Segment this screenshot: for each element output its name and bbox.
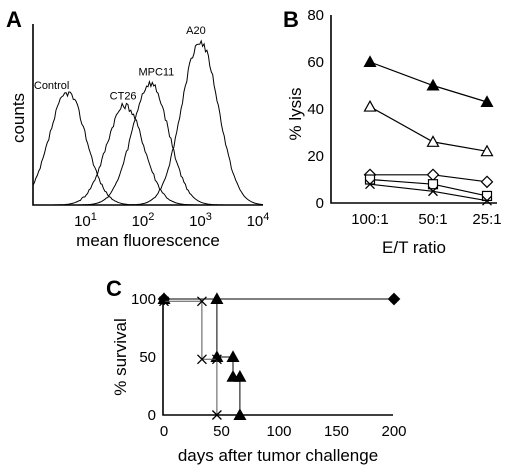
panel-b-point-filled-triangle-0 (363, 55, 377, 68)
panel-b-x-axis-title: E/T ratio (382, 238, 446, 257)
panel-c-point-filled-triangle-6 (233, 408, 247, 420)
panel-b-point-open-square-1 (427, 179, 439, 190)
panel-b-letter: B (283, 7, 299, 32)
panel-b-y-ticks: 0 20 40 60 80 (307, 7, 324, 212)
panel-b-point-filled-triangle-2 (480, 95, 494, 107)
panel-b-point-open-triangle-2 (480, 144, 494, 157)
panel-b-point-open-square-2 (481, 190, 493, 202)
panel-c-point-x-3 (211, 354, 222, 365)
panel-b-point-filled-triangle-1 (426, 78, 440, 91)
panel-b-point-open-triangle-0 (363, 99, 377, 112)
panel-a-axes (32, 24, 263, 206)
panel-b-x-tick-label-0: 100:1 (351, 211, 389, 228)
panel-b-y-tick-label-3: 60 (307, 54, 324, 71)
panel-a-histogram-a20 (33, 39, 264, 206)
panel-b-point-open-diamond-1 (426, 168, 440, 182)
panel-a-x-tick-label-2: 103 (189, 211, 212, 230)
panel-a-series-label-control: Control (34, 80, 69, 92)
panel-c-axes (162, 299, 393, 416)
panel-b-x-ticks: 100:1 50:1 25:1 (351, 211, 501, 228)
panel-b-y-tick-label-1: 20 (307, 148, 324, 165)
panel-b-series-line-filled-triangle (369, 61, 488, 103)
panel-a-y-axis-title: counts (9, 93, 28, 143)
panel-c-x-tick-label-1: 50 (213, 423, 230, 440)
panel-a-x-ticks: 101 102 103 104 (74, 211, 269, 230)
panel-c-point-filled-triangle-3 (226, 350, 240, 362)
panel-c-point-x-2 (196, 354, 207, 365)
panel-c: 0 50 100 0 50 100 150 200 days after tumor cha… (111, 291, 407, 465)
panel-c-point-x-1 (196, 296, 207, 307)
panel-b-y-tick-label-0: 0 (316, 195, 324, 212)
panel-c-y-axis-title: % survival (111, 318, 130, 395)
panel-b-point-open-diamond-2 (480, 175, 494, 189)
panel-b-point-open-triangle-1 (426, 135, 440, 147)
panel-c-letter: C (106, 276, 122, 301)
panel-b-x-tick-label-2: 25:1 (472, 211, 501, 228)
panel-c-series (157, 292, 401, 420)
panel-c-point-x-4 (211, 410, 222, 420)
panel-a-histogram-mpc11 (33, 79, 263, 206)
panel-a-x-tick-label-1: 102 (132, 211, 155, 230)
panel-a-x-tick-label-0: 101 (74, 211, 97, 230)
panel-b-axes (330, 15, 497, 204)
panel-a-x-tick-label-3: 104 (247, 211, 270, 230)
panel-c-y-tick-label-2: 100 (131, 291, 156, 308)
panel-b-y-tick-label-2: 40 (307, 101, 324, 118)
panel-a-series-label-a20: A20 (186, 25, 206, 37)
panel-a-series-label-mpc11: MPC11 (138, 67, 174, 79)
panel-c-point-x-0 (159, 296, 169, 307)
panel-c-x-tick-label-0: 0 (160, 423, 168, 440)
panel-c-point-filled-triangle-5 (233, 369, 247, 382)
panel-a-histograms (32, 39, 264, 206)
panel-b-point-x-0 (365, 179, 375, 190)
panel-a-letter: A (6, 7, 22, 32)
panel-c-x-tick-label-3: 150 (324, 423, 349, 440)
panel-c-y-tick-label-1: 50 (139, 349, 156, 366)
panel-c-y-ticks: 0 50 100 (131, 291, 156, 424)
panel-b-series (363, 55, 494, 206)
panel-a-x-axis-title: mean fluorescence (76, 231, 220, 250)
panel-b-point-open-square-0 (364, 174, 376, 185)
panel-b-x-tick-label-1: 50:1 (418, 211, 447, 228)
panel-b-y-tick-label-4: 80 (307, 7, 324, 24)
panel-b-point-x-2 (482, 195, 492, 206)
panel-c-x-tick-label-2: 100 (266, 423, 291, 440)
panel-c-x-ticks: 0 50 100 150 200 (160, 423, 407, 440)
panel-c-point-filled-triangle-1 (210, 292, 224, 304)
panel-b: 0 20 40 60 80 100:1 50:1 25:1 E/T ratio % lysi… (286, 7, 502, 257)
panel-a-histogram-control (32, 91, 263, 206)
panel-c-point-filled-diamond-1 (387, 292, 401, 306)
panel-a-series-label-ct26: CT26 (110, 90, 137, 102)
panel-b-point-x-1 (428, 186, 438, 197)
panel-c-survival-line-x (164, 300, 218, 415)
panel-c-x-tick-label-4: 200 (381, 423, 406, 440)
panel-b-y-axis-title: % lysis (286, 88, 305, 141)
panel-c-x-axis-title: days after tumor challenge (178, 446, 378, 465)
panel-c-y-tick-label-0: 0 (148, 407, 156, 424)
